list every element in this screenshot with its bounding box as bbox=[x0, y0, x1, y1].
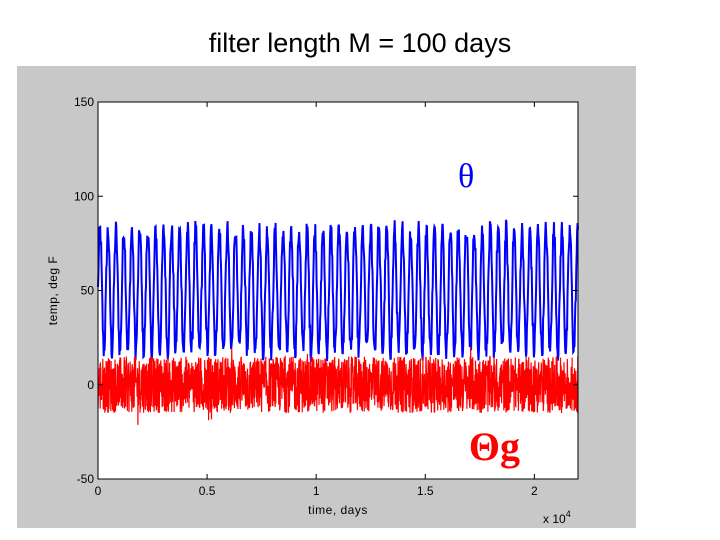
x-tick-label: 0.5 bbox=[199, 484, 216, 498]
series-theta-line bbox=[97, 219, 579, 362]
annotation-layer: θ Θg bbox=[458, 158, 520, 469]
y-tick-label: 0 bbox=[87, 378, 94, 392]
y-tick-label: -50 bbox=[77, 472, 95, 486]
x-axis-multiplier: x 104 bbox=[543, 509, 571, 526]
series-layer bbox=[97, 219, 579, 425]
x-tick-label: 2 bbox=[531, 484, 538, 498]
slide-title: filter length M = 100 days bbox=[208, 28, 512, 58]
y-tick-label: 150 bbox=[74, 95, 94, 109]
x-axis-label: time, days bbox=[308, 503, 368, 517]
y-axis-label: temp, deg F bbox=[46, 256, 60, 326]
x-axis-multiplier-base: x 10 bbox=[543, 512, 566, 526]
y-tick-label: 100 bbox=[74, 189, 94, 203]
x-tick-label: 1 bbox=[313, 484, 320, 498]
y-tick-label: 50 bbox=[81, 284, 95, 298]
annotation-theta-g: Θg bbox=[469, 424, 520, 469]
x-axis-multiplier-exponent: 4 bbox=[566, 509, 571, 519]
figure-panel: 0 0.5 1 1.5 2 -50 0 50 100 150 time, days temp, d… bbox=[17, 66, 636, 528]
x-tick-label: 0 bbox=[95, 484, 102, 498]
annotation-theta: θ bbox=[458, 158, 474, 195]
x-tick-label: 1.5 bbox=[417, 484, 434, 498]
series-theta-g-line bbox=[97, 346, 579, 425]
